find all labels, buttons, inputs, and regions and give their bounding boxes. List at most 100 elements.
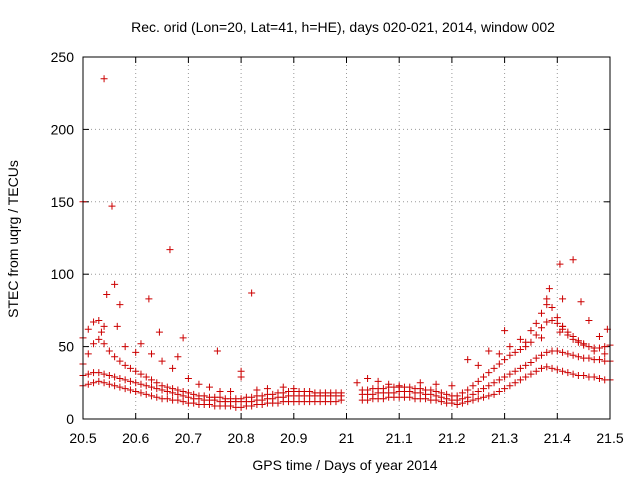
data-point [103,290,111,298]
data-point [474,387,482,395]
data-point [537,364,545,372]
data-point [564,369,572,377]
data-point [464,386,472,394]
data-point [522,373,530,381]
data-point [126,364,134,372]
data-point [532,367,540,375]
data-point [306,387,314,395]
data-point [111,382,119,390]
data-point [501,327,509,335]
data-point [279,383,287,391]
data-point [364,374,372,382]
data-point [105,380,113,388]
x-tick-label: 21.5 [596,430,623,446]
data-point [501,356,509,364]
data-point [548,304,556,312]
data-point [379,385,387,393]
grid [83,57,610,419]
data-point [95,377,103,385]
data-point [126,386,134,394]
data-point [537,309,545,317]
data-point [169,364,177,372]
data-point [574,353,582,361]
data-point [501,385,509,393]
data-point [601,350,609,358]
data-point [569,256,577,264]
data-point [501,373,509,381]
data-point [111,373,119,381]
data-point [121,343,129,351]
data-point [506,370,514,378]
data-point [137,380,145,388]
data-point [527,327,535,335]
data-points [79,75,614,411]
data-point [213,347,221,355]
data-point [506,343,514,351]
data-point [169,385,177,393]
x-tick-label: 20.7 [175,430,202,446]
data-point [148,392,156,400]
data-point [490,379,498,387]
data-point [559,348,567,356]
data-point [385,380,393,388]
data-point [353,379,361,387]
data-point [158,357,166,365]
data-point [200,392,208,400]
data-point [95,369,103,377]
data-point [137,370,145,378]
data-point [569,370,577,378]
data-point [116,357,124,365]
data-point [174,353,182,361]
data-point [585,354,593,362]
plot-frame [82,56,611,420]
data-point [195,380,203,388]
data-point [532,354,540,362]
data-point [601,343,609,351]
chart-title: Rec. orid (Lon=20, Lat=41, h=HE), days 0… [131,19,555,35]
x-tick-label: 20.8 [227,430,254,446]
data-point [543,318,551,326]
data-point [516,376,524,384]
data-point [374,377,382,385]
data-point [84,370,92,378]
data-point [585,343,593,351]
data-point [100,322,108,330]
data-point [532,319,540,327]
data-point [537,324,545,332]
data-point [364,386,372,394]
data-point [474,361,482,369]
data-point [495,360,503,368]
data-point [90,318,98,326]
data-point [205,383,213,391]
data-point [148,350,156,358]
data-point [113,322,121,330]
data-point [163,395,171,403]
data-point [506,382,514,390]
data-point [437,389,445,397]
data-point [116,383,124,391]
data-point [290,385,298,393]
data-point [556,260,564,268]
data-point [237,373,245,381]
data-point [464,356,472,364]
data-point [432,380,440,388]
data-point [153,393,161,401]
data-point [511,367,519,375]
data-point [559,367,567,375]
y-tick-label: 250 [51,49,75,65]
data-point [569,332,577,340]
data-point [553,314,561,322]
data-point [527,370,535,378]
data-point [132,367,140,375]
data-point [216,387,224,395]
data-point [166,246,174,254]
data-point [480,385,488,393]
data-point [585,317,593,325]
data-point [516,345,524,353]
y-axis-label: STEC from uqrg / TECUs [5,160,21,318]
data-point [464,393,472,401]
data-point [506,351,514,359]
data-point [116,301,124,309]
data-point [237,395,245,403]
y-tick-label: 200 [51,121,75,137]
